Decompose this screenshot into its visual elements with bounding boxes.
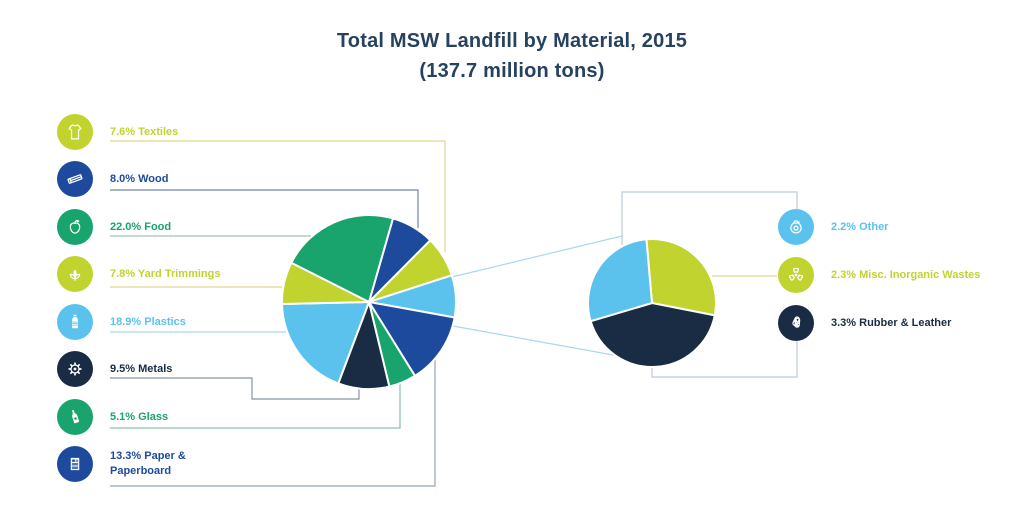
tshirt-icon <box>57 114 93 150</box>
pie-slice <box>290 214 394 303</box>
legend-label-wood: 8.0% Wood <box>110 172 169 185</box>
pie-slice <box>589 302 716 368</box>
legend-label-yard-trimmings: 7.8% Yard Trimmings <box>110 267 221 280</box>
pie-slice <box>645 238 717 317</box>
legend-item-food: 22.0% Food <box>57 209 171 245</box>
legend-label-misc-inorganic: 2.3% Misc. Inorganic Wastes <box>831 268 981 281</box>
legend-item-misc-inorganic: 2.3% Misc. Inorganic Wastes <box>778 257 980 293</box>
legend-item-paper: 13.3% Paper & Paperboard <box>57 446 207 482</box>
newspaper-icon <box>57 446 93 482</box>
gear-icon <box>57 351 93 387</box>
legend-item-wood: 8.0% Wood <box>57 161 168 197</box>
legend-item-glass: 5.1% Glass <box>57 399 168 435</box>
glass-bottle-icon <box>57 399 93 435</box>
chart-title: Total MSW Landfill by Material, 2015 (13… <box>0 26 1024 86</box>
legend-label-textiles: 7.6% Textiles <box>110 125 179 138</box>
plastic-bottle-icon <box>57 304 93 340</box>
pie-slice <box>587 238 653 323</box>
wood-plank-icon <box>57 161 93 197</box>
connector-rubber-leather <box>651 341 798 378</box>
legend-label-other: 2.2% Other <box>831 220 889 233</box>
pie-slice <box>368 301 416 388</box>
legend-label-food: 22.0% Food <box>110 220 172 233</box>
leaves-icon <box>57 256 93 292</box>
pie-slice <box>281 261 370 305</box>
legend-label-metals: 9.5% Metals <box>110 362 173 375</box>
gloves-icon <box>778 305 814 341</box>
detail-pie-chart <box>587 238 717 368</box>
legend-label-glass: 5.1% Glass <box>110 410 169 423</box>
pie-slice <box>368 301 456 377</box>
explode-line-bottom <box>452 325 614 356</box>
legend-item-textiles: 7.6% Textiles <box>57 114 178 150</box>
legend-label-rubber-leather: 3.3% Rubber & Leather <box>831 316 952 329</box>
legend-item-rubber-leather: 3.3% Rubber & Leather <box>778 305 951 341</box>
chart-title-line1: Total MSW Landfill by Material, 2015 <box>336 30 688 52</box>
radiation-icon <box>778 257 814 293</box>
legend-item-metals: 9.5% Metals <box>57 351 172 387</box>
legend-label-paper: 13.3% Paper & Paperboard <box>110 450 186 477</box>
legend-item-yard-trimmings: 7.8% Yard Trimmings <box>57 256 220 292</box>
chart-title-line2: (137.7 million tons) <box>419 60 605 82</box>
apple-icon <box>57 209 93 245</box>
sack-icon <box>778 209 814 245</box>
pie-slice <box>368 217 432 303</box>
legend-label-plastics: 18.9% Plastics <box>110 315 186 328</box>
legend-item-plastics: 18.9% Plastics <box>57 304 186 340</box>
main-pie-chart <box>281 214 457 390</box>
pie-slice <box>368 274 457 319</box>
explode-line-top <box>451 235 623 278</box>
pie-slice <box>368 239 453 303</box>
pie-slice <box>337 301 391 390</box>
connector-other <box>621 191 798 245</box>
legend-item-other: 2.2% Other <box>778 209 888 245</box>
pie-slice <box>281 301 370 385</box>
